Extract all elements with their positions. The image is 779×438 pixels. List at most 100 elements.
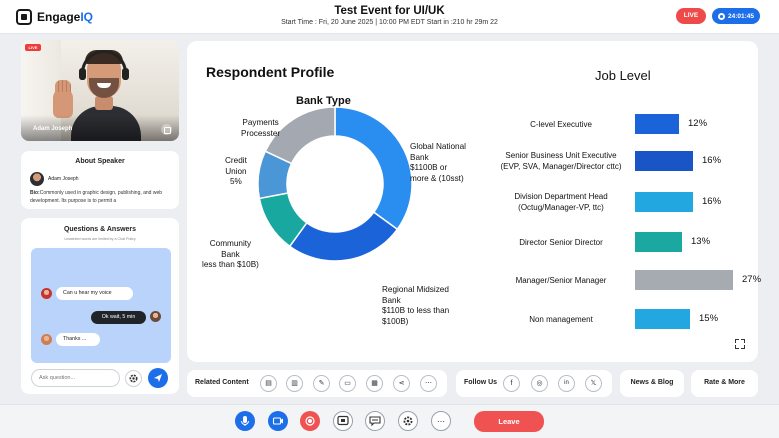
donut-slice-global-national-bank <box>334 106 413 231</box>
follow-us-bar: Follow Us f ◎ in 𝕏 <box>456 370 612 397</box>
donut-label-community-bank: Community Bank less than $10B) <box>202 239 259 269</box>
related-content-label: Related Content <box>195 379 249 386</box>
gear-icon <box>129 374 138 383</box>
headset <box>81 50 127 80</box>
avatar <box>41 288 52 299</box>
more-options-button[interactable]: ⋯ <box>431 411 451 431</box>
bio-label: Bio: <box>30 190 40 196</box>
job-level-value-label: 27% <box>742 274 762 285</box>
event-start-time: Start Time : Fri, 20 June 2025 | 10:00 P… <box>281 19 498 26</box>
donut-label-regional-bank: Regional Midsized Bank $110B to less than $… <box>382 285 450 326</box>
qa-title: Questions & Answers <box>63 226 137 233</box>
top-header: EngageIQ Test Event for UI/UK Start Time… <box>0 0 779 34</box>
job-level-bar <box>635 192 693 212</box>
job-level-category-label: Non management <box>529 314 593 324</box>
donut-label-global-bank: Global National Bank $1100B or more & (10ss… <box>410 142 466 183</box>
rate-more-label: Rate & More <box>704 379 745 386</box>
job-level-bar <box>635 270 733 290</box>
related-content-bar: Related Content ▤ ▥ ✎ ▭ ▦ ⋖ ⋯ <box>187 370 447 397</box>
ask-question-input[interactable] <box>31 369 120 387</box>
avatar <box>30 172 44 186</box>
respondent-profile-card: Respondent Profile Bank Type Payments Pro… <box>187 41 762 362</box>
donut-label-payments: Payments Processter <box>241 118 281 138</box>
settings-button[interactable] <box>398 411 418 431</box>
video-icon[interactable]: ▭ <box>339 375 356 392</box>
job-level-value-label: 13% <box>691 236 711 247</box>
instagram-icon[interactable]: ◎ <box>531 375 548 392</box>
about-speaker-title: About Speaker <box>75 158 125 165</box>
send-button[interactable] <box>148 368 168 388</box>
edit-icon[interactable]: ✎ <box>313 375 330 392</box>
leave-button[interactable]: Leave <box>474 411 544 432</box>
expand-icon[interactable] <box>161 124 172 135</box>
timer-value: 24:01:45 <box>727 12 755 20</box>
settings-icon <box>403 416 413 426</box>
chat-settings-button[interactable] <box>125 370 142 387</box>
follow-us-label: Follow Us <box>464 379 498 386</box>
job-level-value-label: 15% <box>699 313 719 324</box>
chat-message: Can u hear my voice <box>56 287 133 300</box>
logo-icon <box>16 9 32 25</box>
chat-area[interactable]: Can u hear my voice Ok wait, 5 min Thank… <box>31 248 171 363</box>
waving-hand <box>53 80 73 118</box>
job-level-value-label: 16% <box>702 155 722 166</box>
record-icon <box>305 416 315 426</box>
donut-label-credit-union: Credit Union 5% <box>225 156 247 186</box>
job-level-category-label: Division Department Head (Octug/Manager-V… <box>514 192 608 212</box>
avatar <box>150 311 161 322</box>
timer-icon <box>717 12 725 20</box>
screen-share-button[interactable] <box>333 411 353 431</box>
page-title: Respondent Profile <box>206 64 335 80</box>
footer-controls <box>0 404 779 438</box>
donut-slice-regional-midsized-bank <box>288 211 399 262</box>
camera-icon <box>272 417 283 425</box>
job-level-title: Job Level <box>595 68 651 83</box>
job-level-bar <box>635 309 690 329</box>
screen-share-icon <box>337 415 349 426</box>
event-title: Test Event for UI/UK <box>334 5 445 17</box>
job-level-bar <box>635 114 679 134</box>
chat-button[interactable] <box>365 411 385 431</box>
chat-message: Ok wait, 5 min <box>91 311 146 324</box>
microphone-icon <box>241 416 249 426</box>
avatar <box>41 334 52 345</box>
more-icon: ⋯ <box>437 417 445 426</box>
job-level-category-label: Director Senior Director <box>519 237 603 247</box>
engageiq-logo[interactable]: EngageIQ <box>16 9 93 25</box>
live-badge: LIVE <box>676 8 706 24</box>
job-level-bar <box>635 151 693 171</box>
job-level-category-label: Manager/Senior Manager <box>515 275 607 285</box>
document-icon[interactable]: ▤ <box>260 375 277 392</box>
job-level-bar <box>635 232 682 252</box>
camera-button[interactable] <box>268 411 288 431</box>
donut-slice-payments-processter <box>264 106 336 165</box>
record-button[interactable] <box>300 411 320 431</box>
rate-more-button[interactable]: Rate & More <box>691 370 758 397</box>
event-timer: 24:01:45 <box>712 8 760 24</box>
bank-type-donut-chart <box>257 106 413 262</box>
microphone-button[interactable] <box>235 411 255 431</box>
about-speaker-card: About Speaker Adam Joseph Bio:Commonly u… <box>21 151 179 209</box>
chat-message: Thanks ... <box>56 333 100 346</box>
job-level-category-label: Senior Business Unit Executive (EVP, SVA,… <box>500 151 622 171</box>
pdf-icon[interactable]: ▥ <box>286 375 303 392</box>
questions-answers-card: Questions & Answers Unwanted words are l… <box>21 218 179 394</box>
news-blog-button[interactable]: News & Blog <box>620 370 684 397</box>
facebook-icon[interactable]: f <box>503 375 520 392</box>
bank-type-title: Bank Type <box>296 95 351 107</box>
job-level-category-label: C-level Executive <box>530 119 592 129</box>
speaker-video[interactable]: LIVE Adam Joseph <box>21 40 179 141</box>
logo-brand: Engage <box>37 10 81 24</box>
x-icon[interactable]: 𝕏 <box>585 375 602 392</box>
video-speaker-name: Adam Joseph <box>33 126 73 132</box>
calendar-icon[interactable]: ▦ <box>366 375 383 392</box>
speaker-name: Adam Joseph <box>48 176 79 182</box>
logo-accent: IQ <box>80 10 94 24</box>
video-live-badge: LIVE <box>25 44 41 51</box>
chat-icon <box>369 416 381 427</box>
more-icon[interactable]: ⋯ <box>420 375 437 392</box>
linkedin-icon[interactable]: in <box>558 375 575 392</box>
share-icon[interactable]: ⋖ <box>393 375 410 392</box>
job-level-value-label: 16% <box>702 196 722 207</box>
fullscreen-icon[interactable] <box>735 339 745 349</box>
